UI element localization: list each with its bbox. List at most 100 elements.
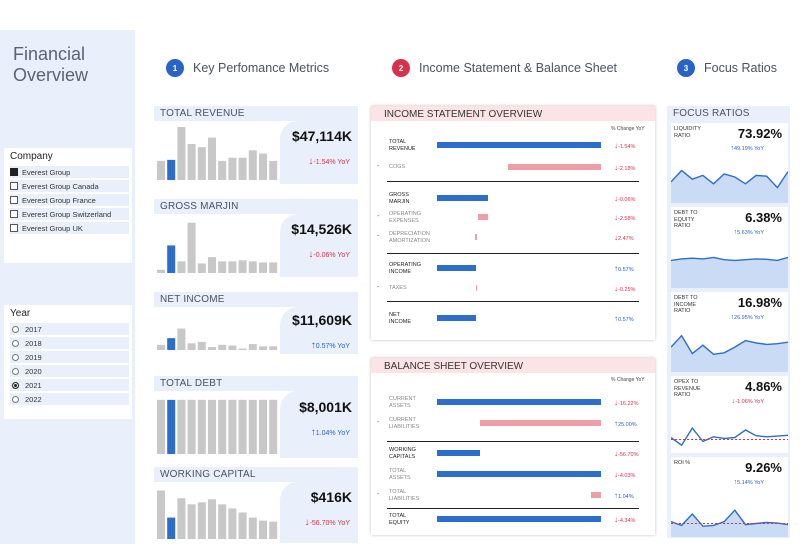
- row-label-line: EQUITY: [389, 520, 410, 526]
- year-option[interactable]: 2018: [10, 337, 129, 349]
- arrow-down-icon: ↓: [731, 398, 736, 405]
- kpi-value: $416K: [310, 488, 352, 505]
- section-number-badge: 2: [392, 59, 410, 77]
- radio-button[interactable]: [12, 353, 19, 361]
- company-option[interactable]: Everest Group Canada: [10, 180, 129, 192]
- row-label-line: COGS: [389, 164, 406, 170]
- company-option[interactable]: Everest Group UK: [10, 222, 129, 234]
- pct-change: ↓-0.25%: [614, 284, 635, 293]
- radio-button[interactable]: [12, 395, 19, 403]
- radio-button[interactable]: [12, 339, 19, 347]
- arrow-up-icon: ↑: [310, 340, 316, 352]
- radio-button[interactable]: [12, 367, 19, 375]
- checkbox[interactable]: [10, 224, 18, 232]
- row-label-line: CURRENT: [389, 417, 416, 423]
- ratio-yoy-change: ↑49.19% YoY: [731, 145, 764, 152]
- year-option[interactable]: 2017: [10, 323, 129, 335]
- title-line-1: Financial: [13, 44, 86, 64]
- minus-sign: -: [377, 163, 380, 170]
- sidebar: Financial Overview Company Everest Group…: [0, 30, 135, 544]
- checkbox[interactable]: [10, 196, 18, 204]
- trend-line: [671, 256, 788, 262]
- kpi-bar: [157, 269, 165, 273]
- company-option[interactable]: Everest Group: [10, 166, 129, 178]
- kpi-bar: [248, 517, 257, 539]
- trend-area: [671, 170, 788, 203]
- checkbox[interactable]: [10, 210, 18, 218]
- kpi-card: NET INCOME $11,609K ↑0.57% YoY: [154, 292, 358, 354]
- company-option-label: Everest Group France: [22, 195, 96, 205]
- pct-change: ↓-4.03%: [614, 470, 635, 479]
- ratio-card: OPEX TO REVENUE RATIO 4.86% ↓-1.06% YoY: [671, 376, 788, 453]
- ratio-trend-chart: [671, 509, 788, 537]
- company-option[interactable]: Everest Group Switzerland: [10, 208, 129, 220]
- year-option[interactable]: 2022: [10, 393, 129, 405]
- ratio-label-line: OPEX TO: [674, 379, 699, 385]
- kpi-bar: [228, 399, 237, 454]
- kpi-body: $14,526K ↓-0.06% YoY: [154, 214, 358, 277]
- radio-button[interactable]: [12, 325, 19, 333]
- waterfall-bar: [437, 315, 477, 321]
- kpi-bar: [177, 498, 186, 539]
- ratio-value: 16.98%: [737, 295, 782, 310]
- company-option[interactable]: Everest Group France: [10, 194, 129, 206]
- kpi-body: $8,001K ↑1.04% YoY: [154, 391, 358, 458]
- arrow-down-icon: ↓: [614, 233, 618, 242]
- pct-change: ↑0.57%: [614, 264, 634, 273]
- year-option[interactable]: 2021: [10, 379, 129, 391]
- company-option-label: Everest Group: [22, 167, 71, 177]
- ratio-yoy-text: 5.14% YoY: [737, 480, 764, 486]
- balance-sheet-panel: BALANCE SHEET OVERVIEW % Change YoY CURR…: [371, 358, 655, 535]
- kpi-bar: [269, 521, 278, 539]
- divider: [387, 441, 639, 442]
- checkbox[interactable]: [10, 182, 18, 190]
- year-option-label: 2018: [25, 338, 42, 348]
- kpi-bar-chart: [157, 399, 278, 454]
- arrow-down-icon: ↓: [614, 141, 618, 150]
- row-label-line: WORKING: [389, 447, 416, 453]
- waterfall-bar: [437, 471, 601, 477]
- row-label-line: TOTAL: [389, 139, 407, 145]
- kpi-bar: [248, 261, 257, 273]
- kpi-card: WORKING CAPITAL $416K ↓-56.70% YoY: [154, 467, 358, 543]
- kpi-bar: [187, 143, 196, 180]
- pct-change: ↓-0.06%: [614, 194, 635, 203]
- section-number-badge: 3: [677, 59, 695, 77]
- row-label-line: OPERATING: [389, 211, 421, 217]
- arrow-down-icon: ↓: [304, 516, 310, 528]
- kpi-value-background: [280, 391, 358, 458]
- kpi-bar: [238, 512, 247, 539]
- minus-sign: -: [377, 419, 380, 426]
- ratio-label-line: ROI %: [674, 460, 691, 466]
- divider: [387, 301, 639, 302]
- income-statement-panel: INCOME STATEMENT OVERVIEW % Change YoY T…: [371, 106, 655, 340]
- year-slicer: Year 2017 2018 2019 2020 2021 2022: [4, 305, 132, 419]
- row-label: OPERATING EXPENSES: [389, 211, 421, 225]
- kpi-bar: [248, 344, 257, 350]
- ratio-label-line: RATIO: [674, 132, 691, 139]
- section-title: Income Statement & Balance Sheet: [419, 61, 618, 75]
- ratio-yoy-change: ↓-1.06% YoY: [732, 398, 764, 405]
- row-label: COGS: [389, 164, 405, 171]
- row-label-line: TOTAL: [389, 489, 407, 495]
- arrow-up-icon: ↑: [614, 264, 618, 273]
- pct-change-header: % Change YoY: [611, 377, 645, 383]
- year-option[interactable]: 2019: [10, 351, 129, 363]
- row-label: TOTAL REVENUE: [389, 139, 416, 153]
- radio-button[interactable]: [12, 381, 19, 389]
- checkbox[interactable]: [10, 168, 18, 176]
- arrow-down-icon: ↓: [614, 398, 618, 407]
- kpi-yoy-change: ↓-0.06% YoY: [308, 249, 350, 260]
- kpi-body: $416K ↓-56.70% YoY: [154, 482, 358, 543]
- year-option[interactable]: 2020: [10, 365, 129, 377]
- ratio-value: 4.86%: [745, 379, 782, 394]
- ratio-label-line: INCOME: [674, 301, 696, 308]
- row-label: OPERATING INCOME: [389, 262, 421, 276]
- ratio-yoy-change: ↑5.14% YoY: [734, 479, 764, 486]
- kpi-bar: [157, 399, 165, 454]
- row-label-line: MARJIN: [389, 199, 410, 205]
- kpi-bar: [248, 150, 257, 180]
- divider: [387, 253, 639, 254]
- kpi-value: $11,609K: [292, 312, 352, 329]
- row-label: TOTAL EQUITY: [389, 513, 409, 527]
